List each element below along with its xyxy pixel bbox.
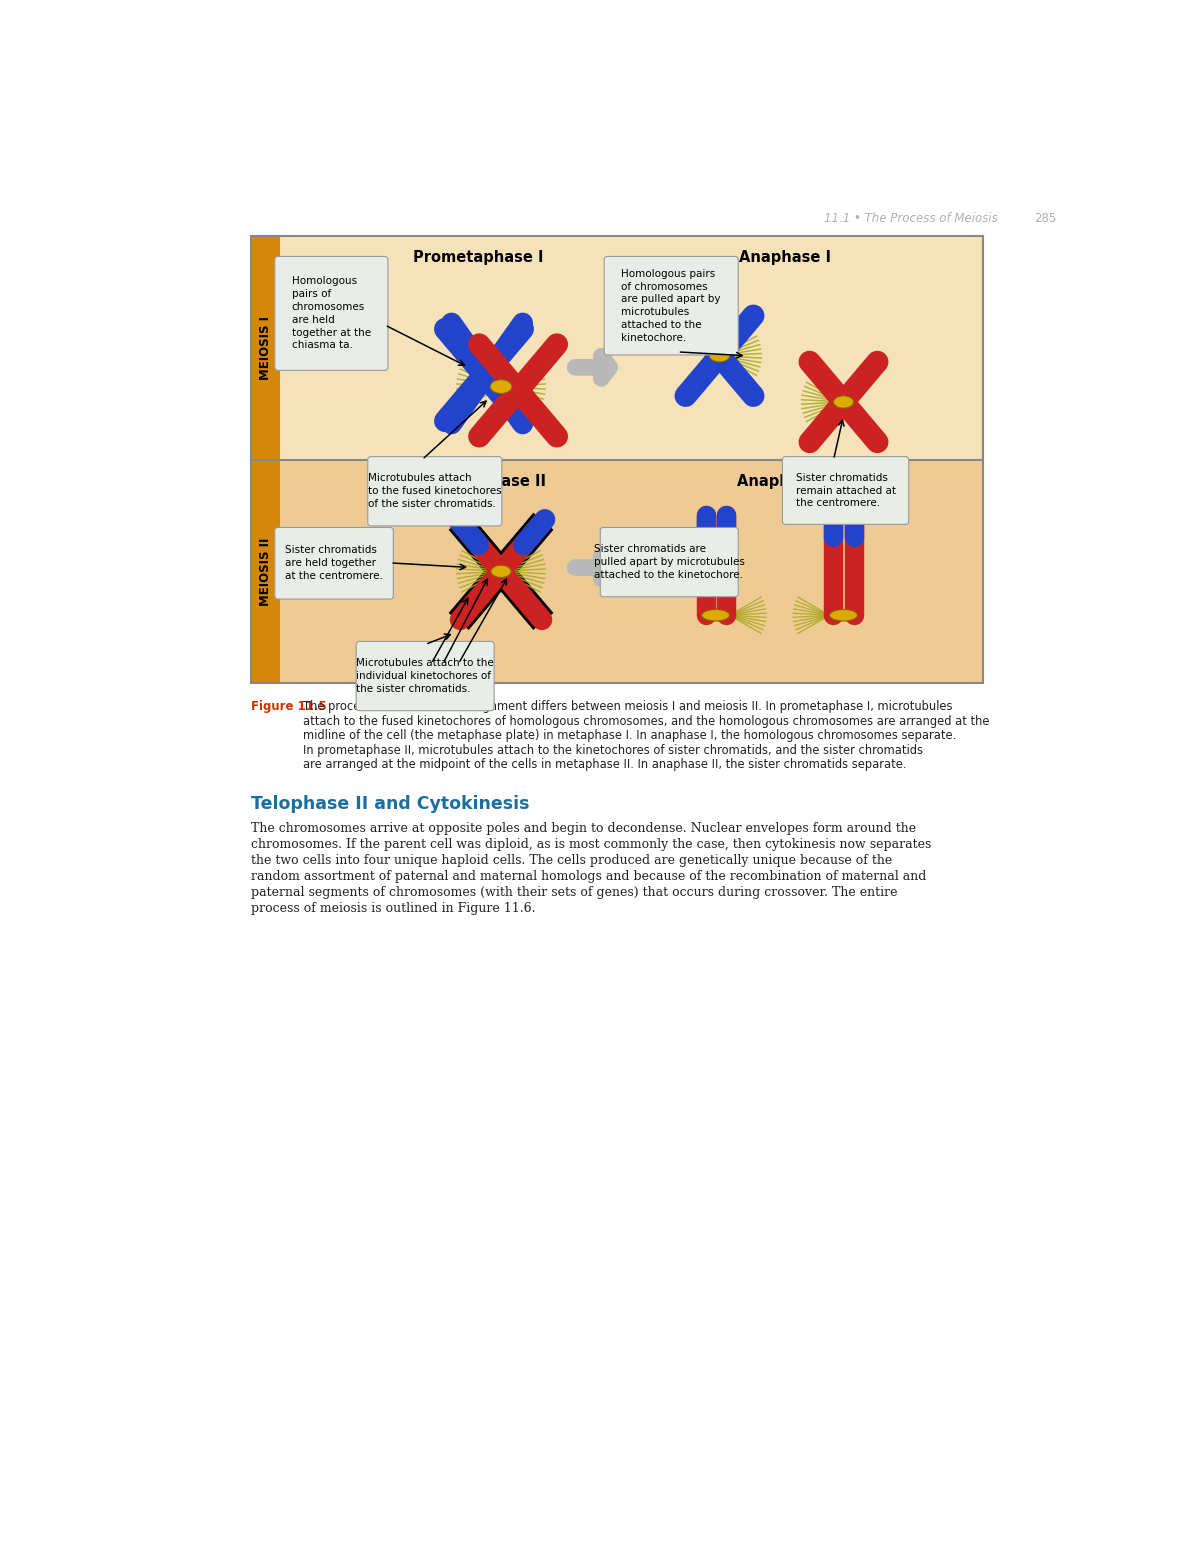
Text: Sister chromatids
are held together
at the centromere.: Sister chromatids are held together at t… — [286, 545, 383, 581]
Text: are arranged at the midpoint of the cells in metaphase II. In anaphase II, the s: are arranged at the midpoint of the cell… — [304, 758, 907, 772]
Text: Figure 11.5: Figure 11.5 — [251, 700, 326, 713]
FancyBboxPatch shape — [275, 528, 394, 599]
Text: MEIOSIS II: MEIOSIS II — [259, 537, 272, 606]
FancyBboxPatch shape — [367, 457, 502, 526]
Bar — [251, 460, 983, 683]
Bar — [251, 236, 983, 683]
Bar — [251, 236, 281, 460]
Text: Microtubules attach
to the fused kinetochores
of the sister chromatids.: Microtubules attach to the fused kinetoc… — [368, 474, 502, 509]
Text: In prometaphase II, microtubules attach to the kinetochores of sister chromatids: In prometaphase II, microtubules attach … — [304, 744, 924, 756]
Text: Sister chromatids are
pulled apart by microtubules
attached to the kinetochore.: Sister chromatids are pulled apart by mi… — [594, 544, 745, 579]
Text: Anaphase I: Anaphase I — [739, 250, 832, 266]
Ellipse shape — [490, 379, 512, 393]
FancyBboxPatch shape — [356, 641, 494, 711]
Text: chromosomes. If the parent cell was diploid, as is most commonly the case, then : chromosomes. If the parent cell was dipl… — [251, 837, 931, 851]
Text: Microtubules attach to the
individual kinetochores of
the sister chromatids.: Microtubules attach to the individual ki… — [356, 658, 494, 694]
Text: Telophase II and Cytokinesis: Telophase II and Cytokinesis — [251, 795, 529, 812]
Ellipse shape — [834, 396, 853, 408]
Bar — [251, 460, 281, 683]
FancyBboxPatch shape — [275, 256, 388, 370]
Text: Anaphase II: Anaphase II — [737, 474, 834, 489]
Ellipse shape — [829, 609, 858, 621]
FancyBboxPatch shape — [604, 256, 738, 356]
Text: Homologous pairs
of chromosomes
are pulled apart by
microtubules
attached to the: Homologous pairs of chromosomes are pull… — [622, 269, 721, 343]
Ellipse shape — [491, 565, 511, 578]
Text: Prometaphase I: Prometaphase I — [413, 250, 544, 266]
Ellipse shape — [709, 349, 730, 362]
Text: MEIOSIS I: MEIOSIS I — [259, 317, 272, 380]
Text: Sister chromatids
remain attached at
the centromere.: Sister chromatids remain attached at the… — [796, 472, 895, 508]
Text: The chromosomes arrive at opposite poles and begin to decondense. Nuclear envelo: The chromosomes arrive at opposite poles… — [251, 822, 916, 834]
Text: midline of the cell (the metaphase plate) in metaphase I. In anaphase I, the hom: midline of the cell (the metaphase plate… — [304, 730, 956, 742]
FancyBboxPatch shape — [782, 457, 908, 525]
Text: paternal segments of chromosomes (with their sets of genes) that occurs during c: paternal segments of chromosomes (with t… — [251, 887, 898, 899]
Text: process of meiosis is outlined in Figure 11.6.: process of meiosis is outlined in Figure… — [251, 902, 535, 915]
Text: The process of chromosome alignment differs between meiosis I and meiosis II. In: The process of chromosome alignment diff… — [304, 700, 953, 713]
Text: attach to the fused kinetochores of homologous chromosomes, and the homologous c: attach to the fused kinetochores of homo… — [304, 714, 990, 727]
Text: random assortment of paternal and maternal homologs and because of the recombina: random assortment of paternal and matern… — [251, 870, 926, 884]
Text: the two cells into four unique haploid cells. The cells produced are genetically: the two cells into four unique haploid c… — [251, 854, 892, 867]
Text: Homologous
pairs of
chromosomes
are held
together at the
chiasma ta.: Homologous pairs of chromosomes are held… — [292, 276, 371, 351]
Ellipse shape — [702, 609, 730, 621]
FancyBboxPatch shape — [600, 528, 738, 596]
Text: 11.1 • The Process of Meiosis: 11.1 • The Process of Meiosis — [824, 213, 998, 225]
Text: 285: 285 — [1034, 213, 1056, 225]
Bar — [251, 236, 983, 460]
Text: Prometaphase II: Prometaphase II — [409, 474, 546, 489]
